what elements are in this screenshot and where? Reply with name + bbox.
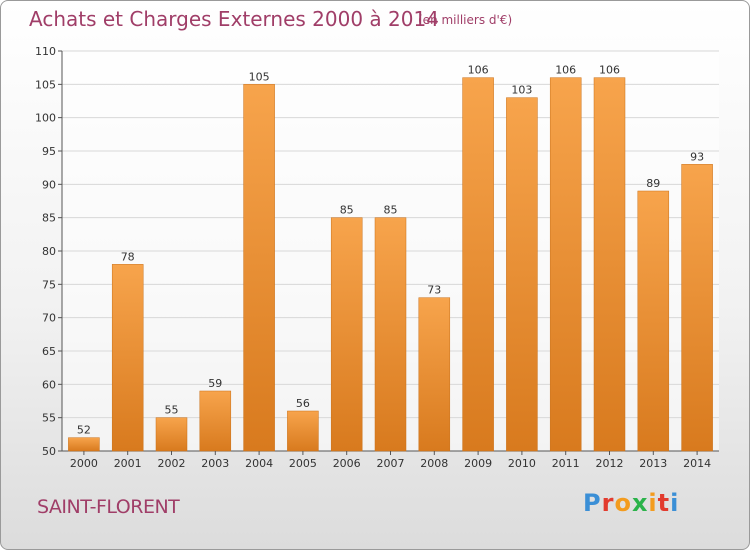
- data-label: 59: [208, 377, 222, 390]
- data-label: 106: [555, 64, 576, 77]
- data-label: 105: [249, 70, 270, 83]
- logo-letter: i: [648, 489, 658, 517]
- y-tick-label: 50: [42, 445, 56, 458]
- x-tick-label: 2011: [552, 457, 580, 470]
- bar: [374, 217, 407, 452]
- data-label: 56: [296, 397, 310, 410]
- x-tick-label: 2005: [289, 457, 317, 470]
- logo-letter: x: [631, 489, 649, 517]
- y-tick-label: 100: [35, 112, 56, 125]
- x-tick-label: 2006: [333, 457, 361, 470]
- x-tick-label: 2014: [683, 457, 711, 470]
- y-tick-label: 75: [42, 278, 56, 291]
- x-tick-label: 2001: [114, 457, 142, 470]
- y-tick-label: 60: [42, 378, 56, 391]
- y-tick-label: 105: [35, 78, 56, 91]
- data-label: 85: [384, 204, 398, 217]
- bar: [68, 437, 100, 452]
- data-label: 103: [511, 84, 532, 97]
- x-tick-label: 2002: [158, 457, 186, 470]
- bar: [637, 190, 670, 452]
- data-label: 73: [427, 284, 441, 297]
- y-tick-label: 95: [42, 145, 56, 158]
- bar: [593, 77, 626, 452]
- logo-letter: i: [670, 489, 680, 517]
- data-label: 85: [340, 204, 354, 217]
- data-label: 106: [468, 64, 489, 77]
- x-tick-label: 2012: [596, 457, 624, 470]
- x-tick-label: 2000: [70, 457, 98, 470]
- logo-letter: o: [614, 489, 632, 517]
- logo-letter: P: [583, 489, 602, 517]
- chart-title: Achats et Charges Externes 2000 à 2014: [29, 7, 439, 31]
- x-tick-label: 2010: [508, 457, 536, 470]
- x-tick-label: 2004: [245, 457, 273, 470]
- bar: [506, 97, 538, 452]
- bar: [199, 390, 232, 452]
- y-tick-label: 90: [42, 178, 56, 191]
- bar: [243, 84, 275, 452]
- data-label: 52: [77, 424, 91, 437]
- bar: [549, 77, 582, 452]
- bar: [155, 417, 188, 452]
- proxiti-logo: Proxiti: [583, 489, 679, 517]
- commune-name: SAINT-FLORENT: [37, 496, 180, 518]
- data-label: 89: [646, 177, 660, 190]
- bar: [111, 264, 144, 452]
- bar: [418, 297, 451, 452]
- data-label: 106: [599, 64, 620, 77]
- y-tick-label: 110: [35, 45, 56, 58]
- data-label: 55: [165, 404, 179, 417]
- x-tick-label: 2008: [420, 457, 448, 470]
- x-tick-label: 2013: [639, 457, 667, 470]
- data-label: 78: [121, 250, 135, 263]
- bar: [287, 410, 319, 452]
- y-tick-label: 65: [42, 345, 56, 358]
- bar: [681, 164, 713, 452]
- x-tick-label: 2003: [201, 457, 229, 470]
- logo-letter: t: [657, 489, 671, 517]
- chart-unit: (en milliers d'€): [418, 13, 513, 27]
- y-tick-label: 85: [42, 212, 56, 225]
- logo-letter: r: [601, 489, 615, 517]
- data-label: 93: [690, 150, 704, 163]
- y-tick-label: 80: [42, 245, 56, 258]
- x-tick-label: 2009: [464, 457, 492, 470]
- x-tick-label: 2007: [377, 457, 405, 470]
- bar: [330, 217, 363, 452]
- y-tick-label: 55: [42, 412, 56, 425]
- y-tick-label: 70: [42, 312, 56, 325]
- bar: [462, 77, 494, 452]
